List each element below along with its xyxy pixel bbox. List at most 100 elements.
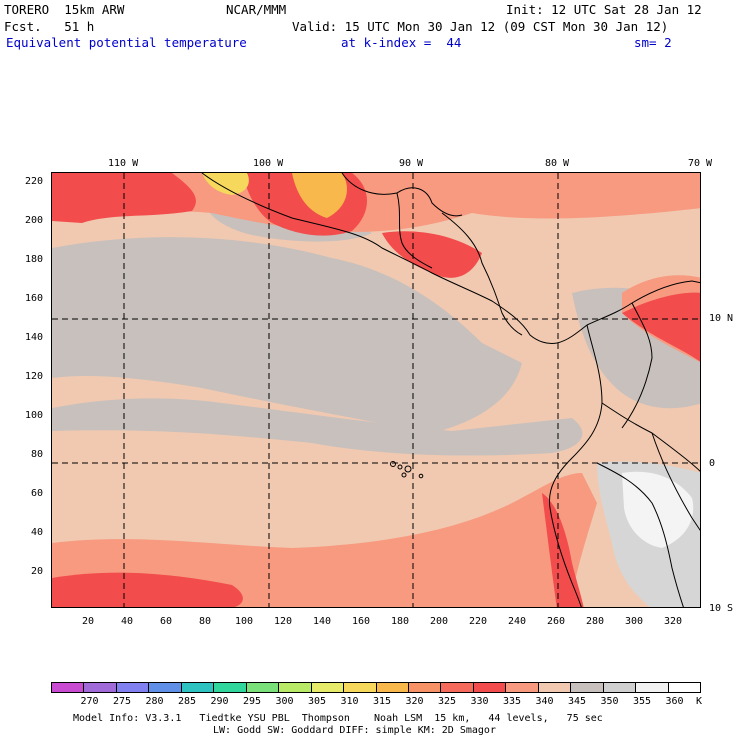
colorbar-swatch: [571, 683, 604, 692]
lon-label: 80 W: [545, 158, 570, 169]
colorbar-label: 325: [438, 696, 457, 707]
forecast-hour: Fcst. 51 h: [4, 19, 95, 34]
x-tick: 160: [352, 616, 371, 627]
colorbar-label: 345: [568, 696, 587, 707]
colorbar-swatch: [376, 683, 409, 692]
init-time: Init: 12 UTC Sat 28 Jan 12: [506, 2, 702, 17]
level-label: at k-index = 44: [341, 35, 462, 50]
lat-label: 10 S: [709, 603, 734, 614]
colorbar-swatch: [636, 683, 669, 692]
colorbar-swatch: [181, 683, 215, 692]
x-tick: 220: [469, 616, 488, 627]
x-tick: 40: [121, 616, 134, 627]
x-tick: 200: [430, 616, 449, 627]
colorbar: [51, 682, 701, 693]
colorbar-label: 340: [535, 696, 554, 707]
colorbar-swatch: [538, 683, 572, 692]
colorbar-swatch: [668, 683, 701, 692]
field-orange-patch: [292, 173, 347, 218]
colorbar-swatch: [116, 683, 150, 692]
colorbar-label: 330: [470, 696, 489, 707]
valid-time: Valid: 15 UTC Mon 30 Jan 12 (09 CST Mon …: [292, 19, 669, 34]
field-title: Equivalent potential temperature: [6, 35, 247, 50]
field-salmon-band: [52, 473, 597, 607]
colorbar-swatch: [408, 683, 442, 692]
x-tick: 20: [82, 616, 95, 627]
colorbar-swatch: [441, 683, 474, 692]
colorbar-swatch: [52, 683, 85, 692]
colorbar-label: 305: [308, 696, 327, 707]
colorbar-swatch: [506, 683, 539, 692]
y-tick: 180: [25, 254, 44, 265]
colorbar-swatch: [473, 683, 507, 692]
x-tick: 260: [547, 616, 566, 627]
y-tick: 20: [31, 566, 44, 577]
y-tick: 100: [25, 410, 44, 421]
colorbar-swatch: [246, 683, 280, 692]
field-red-band: [52, 572, 243, 607]
org-label: NCAR/MMM: [226, 2, 287, 17]
y-tick: 120: [25, 371, 44, 382]
colorbar-swatch: [603, 683, 637, 692]
x-tick: 100: [235, 616, 254, 627]
colorbar-label: 355: [633, 696, 652, 707]
y-tick: 140: [25, 332, 44, 343]
colorbar-label: 280: [145, 696, 164, 707]
x-tick: 80: [199, 616, 212, 627]
colorbar-label: 315: [373, 696, 392, 707]
x-tick: 300: [625, 616, 644, 627]
lon-label: 110 W: [108, 158, 139, 169]
field-red-band: [382, 231, 482, 278]
galapagos-islands: [390, 461, 424, 479]
y-tick: 160: [25, 293, 44, 304]
lon-label: 90 W: [399, 158, 424, 169]
y-tick: 80: [31, 449, 44, 460]
lat-label: 10 N: [709, 313, 734, 324]
x-tick: 60: [160, 616, 173, 627]
x-tick: 280: [586, 616, 605, 627]
colorbar-unit: K: [696, 696, 703, 707]
colorbar-label: 310: [340, 696, 359, 707]
colorbar-label: 300: [275, 696, 294, 707]
lat-lon-grid: [52, 173, 700, 607]
coastlines: [201, 173, 700, 607]
colorbar-label: 350: [600, 696, 619, 707]
colorbar-swatch: [84, 683, 117, 692]
field-red-band: [622, 292, 700, 362]
theta-e-map: [51, 172, 701, 608]
colorbar-swatch: [149, 683, 182, 692]
map-canvas: [52, 173, 700, 607]
model-info: Model Info: V3.3.1 Tiedtke YSU PBL Thomp…: [73, 713, 603, 724]
colorbar-label: 295: [243, 696, 262, 707]
x-tick: 140: [313, 616, 332, 627]
colorbar-swatch: [344, 683, 377, 692]
colorbar-label: 275: [113, 696, 132, 707]
field-white-band: [622, 471, 694, 548]
x-tick: 180: [391, 616, 410, 627]
colorbar-label: 290: [210, 696, 229, 707]
field-yellow-patch: [202, 173, 249, 195]
colorbar-label: 285: [178, 696, 197, 707]
colorbar-label: 360: [665, 696, 684, 707]
field-gray-band: [52, 398, 583, 456]
y-tick: 60: [31, 488, 44, 499]
lat-label: 0: [709, 458, 716, 469]
colorbar-swatch: [311, 683, 345, 692]
colorbar-label: 335: [503, 696, 522, 707]
smoothing-label: sm= 2: [634, 35, 672, 50]
field-gray-band: [52, 237, 522, 433]
lon-label: 70 W: [688, 158, 713, 169]
colorbar-swatch: [214, 683, 247, 692]
y-tick: 40: [31, 527, 44, 538]
model-title: TORERO 15km ARW: [4, 2, 125, 17]
x-tick: 320: [664, 616, 683, 627]
physics-info: LW: Godd SW: Goddard DIFF: simple KM: 2D…: [213, 725, 496, 736]
colorbar-label: 270: [80, 696, 99, 707]
colorbar-swatch: [279, 683, 312, 692]
colorbar-label: 320: [405, 696, 424, 707]
y-tick: 220: [25, 176, 44, 187]
x-tick: 120: [274, 616, 293, 627]
y-tick: 200: [25, 215, 44, 226]
x-tick: 240: [508, 616, 527, 627]
lon-label: 100 W: [253, 158, 284, 169]
